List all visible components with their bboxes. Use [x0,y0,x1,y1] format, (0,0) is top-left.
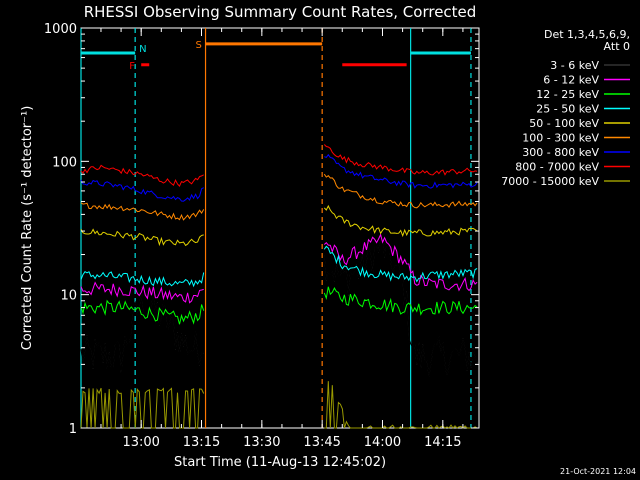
series-layer [80,144,478,429]
flag-label: N [139,44,146,55]
series-line [80,233,478,304]
y-axis-label: Corrected Count Rate (s⁻¹ detector⁻¹) [20,106,35,351]
y-tick-label: 10 [60,289,77,304]
series-line [80,144,478,187]
legend-entry-label: 100 - 300 keV [522,132,599,145]
legend-entry-label: 25 - 50 keV [536,103,599,116]
legend: Det 1,3,4,5,6,9, Att 0 3 - 6 keV 6 - 12 k… [501,28,630,188]
series-line [80,245,478,288]
legend-header-detectors: Det 1,3,4,5,6,9, [544,28,630,41]
series-line [80,381,478,429]
y-tick-label: 1 [69,422,77,437]
x-tick-label: 13:00 [122,435,159,450]
flag-label: S [196,40,202,51]
legend-header-attenuator: Att 0 [604,40,630,53]
x-tick-label: 13:15 [183,435,220,450]
series-line [80,204,478,247]
x-tick-label: 13:30 [243,435,280,450]
legend-entry-label: 7000 - 15000 keV [501,175,599,188]
legend-entry-label: 300 - 800 keV [522,146,599,159]
x-axis-label: Start Time (11-Aug-13 12:45:02) [174,455,386,470]
series-line [80,153,478,202]
ticks-layer: 13:00 13:15 13:30 13:45 14:00 14:15 1 10 100 1000 [44,22,479,450]
legend-entry-label: 800 - 7000 keV [515,161,599,174]
legend-entry-label: 3 - 6 keV [550,59,599,72]
series-line [80,173,478,221]
vlines-layer [80,28,472,428]
series-line [80,232,478,378]
y-tick-label: 100 [52,155,77,170]
legend-entry-label: 6 - 12 keV [543,74,599,87]
timestamp: 21-Oct-2021 12:04 [560,467,636,476]
x-tick-label: 13:45 [303,435,340,450]
x-tick-label: 14:15 [424,435,461,450]
plot-frame [80,27,480,429]
legend-entry-label: 12 - 25 keV [536,88,599,101]
series-line [80,286,478,325]
y-tick-label: 1000 [44,22,77,37]
flags-layer: NF S [81,40,471,72]
chart-title: RHESSI Observing Summary Count Rates, Co… [84,3,477,21]
flag-label: F [129,61,135,72]
x-tick-label: 14:00 [364,435,401,450]
legend-entry-label: 50 - 100 keV [529,117,599,130]
